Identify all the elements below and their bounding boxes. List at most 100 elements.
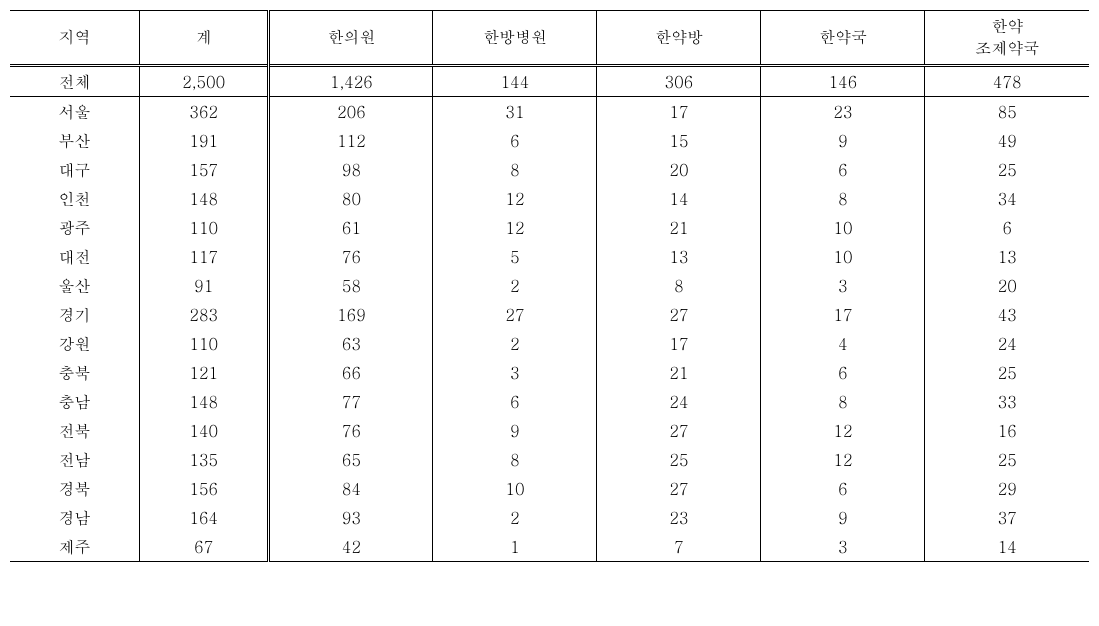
table-cell: 8	[761, 387, 925, 416]
table-cell: 63	[269, 329, 433, 358]
table-cell: 4	[761, 329, 925, 358]
table-cell: 25	[925, 445, 1089, 474]
header-total: 계	[139, 11, 268, 66]
table-cell: 대전	[10, 242, 139, 271]
table-cell: 강원	[10, 329, 139, 358]
table-cell: 3	[761, 532, 925, 562]
table-cell: 66	[269, 358, 433, 387]
table-cell: 9	[433, 416, 597, 445]
table-cell: 15	[597, 126, 761, 155]
table-cell: 146	[761, 66, 925, 97]
table-cell: 91	[139, 271, 268, 300]
table-cell: 2	[433, 503, 597, 532]
table-cell: 42	[269, 532, 433, 562]
table-cell: 10	[433, 474, 597, 503]
table-cell: 17	[761, 300, 925, 329]
table-cell: 61	[269, 213, 433, 242]
table-cell: 9	[761, 126, 925, 155]
table-cell: 43	[925, 300, 1089, 329]
table-row: 전북140769271216	[10, 416, 1089, 445]
table-row: 서울36220631172385	[10, 97, 1089, 127]
table-cell: 2	[433, 271, 597, 300]
table-cell: 25	[925, 155, 1089, 184]
header-region: 지역	[10, 11, 139, 66]
header-col-2: 한의원	[269, 11, 433, 66]
table-cell: 충남	[10, 387, 139, 416]
table-cell: 17	[597, 329, 761, 358]
table-cell: 제주	[10, 532, 139, 562]
table-cell: 충북	[10, 358, 139, 387]
table-cell: 1	[433, 532, 597, 562]
table-cell: 21	[597, 358, 761, 387]
table-row: 울산915828320	[10, 271, 1089, 300]
table-cell: 156	[139, 474, 268, 503]
table-cell: 17	[597, 97, 761, 127]
table-row: 충북12166321625	[10, 358, 1089, 387]
table-row: 광주110611221106	[10, 213, 1089, 242]
table-cell: 9	[761, 503, 925, 532]
table-row: 경남16493223937	[10, 503, 1089, 532]
table-cell: 49	[925, 126, 1089, 155]
table-cell: 24	[925, 329, 1089, 358]
table-cell: 10	[761, 242, 925, 271]
header-col-5: 한약국	[761, 11, 925, 66]
table-cell: 서울	[10, 97, 139, 127]
regional-data-table: 지역 계 한의원 한방병원 한약방 한약국 한약 조제약국 전체2,5001,4…	[10, 10, 1089, 562]
table-cell: 1,426	[269, 66, 433, 97]
table-cell: 206	[269, 97, 433, 127]
table-cell: 37	[925, 503, 1089, 532]
table-cell: 전체	[10, 66, 139, 97]
table-cell: 23	[761, 97, 925, 127]
table-cell: 25	[925, 358, 1089, 387]
table-cell: 93	[269, 503, 433, 532]
table-cell: 157	[139, 155, 268, 184]
header-col-6: 한약 조제약국	[925, 11, 1089, 66]
header-col-6-line2: 조제약국	[975, 36, 1039, 59]
table-cell: 169	[269, 300, 433, 329]
table-cell: 110	[139, 329, 268, 358]
table-cell: 8	[597, 271, 761, 300]
table-cell: 27	[433, 300, 597, 329]
table-cell: 25	[597, 445, 761, 474]
table-row: 전체2,5001,426144306146478	[10, 66, 1089, 97]
table-cell: 98	[269, 155, 433, 184]
table-cell: 283	[139, 300, 268, 329]
table-row: 대구15798820625	[10, 155, 1089, 184]
table-cell: 6	[433, 126, 597, 155]
table-cell: 부산	[10, 126, 139, 155]
table-cell: 33	[925, 387, 1089, 416]
table-cell: 76	[269, 416, 433, 445]
table-row: 대전117765131013	[10, 242, 1089, 271]
table-cell: 울산	[10, 271, 139, 300]
table-cell: 10	[761, 213, 925, 242]
table-cell: 27	[597, 416, 761, 445]
table-cell: 12	[433, 213, 597, 242]
table-cell: 2	[433, 329, 597, 358]
table-cell: 58	[269, 271, 433, 300]
table-cell: 67	[139, 532, 268, 562]
table-cell: 121	[139, 358, 268, 387]
table-cell: 20	[925, 271, 1089, 300]
table-cell: 85	[925, 97, 1089, 127]
header-col-4: 한약방	[597, 11, 761, 66]
table-cell: 6	[925, 213, 1089, 242]
table-cell: 140	[139, 416, 268, 445]
table-cell: 306	[597, 66, 761, 97]
table-cell: 80	[269, 184, 433, 213]
table-cell: 전남	[10, 445, 139, 474]
table-cell: 8	[433, 155, 597, 184]
table-cell: 12	[433, 184, 597, 213]
table-cell: 362	[139, 97, 268, 127]
table-cell: 34	[925, 184, 1089, 213]
header-col-3: 한방병원	[433, 11, 597, 66]
table-cell: 14	[597, 184, 761, 213]
table-cell: 110	[139, 213, 268, 242]
table-cell: 8	[433, 445, 597, 474]
table-cell: 13	[925, 242, 1089, 271]
table-cell: 13	[597, 242, 761, 271]
table-cell: 23	[597, 503, 761, 532]
table-cell: 6	[761, 358, 925, 387]
table-cell: 144	[433, 66, 597, 97]
table-cell: 148	[139, 387, 268, 416]
table-cell: 21	[597, 213, 761, 242]
